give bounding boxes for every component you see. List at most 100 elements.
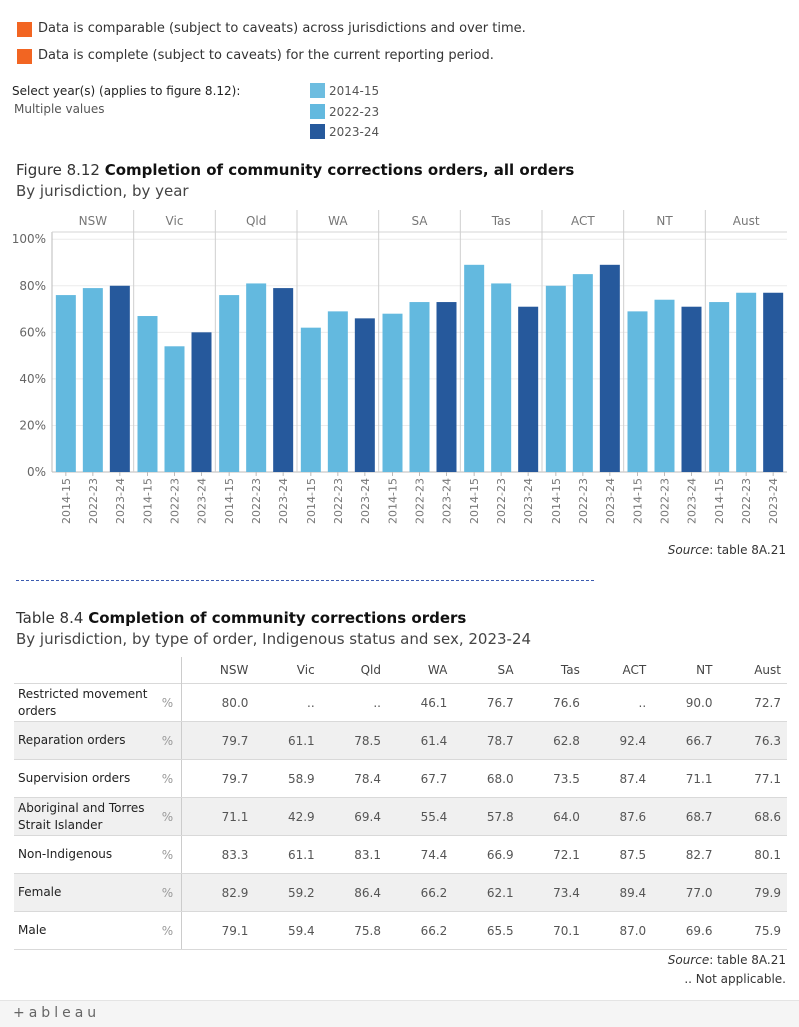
- bar-sa-2022-23: [409, 302, 430, 472]
- legend-label-2023-24[interactable]: 2023-24: [329, 125, 380, 139]
- table-cell-aust: 79.9: [718, 873, 787, 912]
- legend-swatch-2014-15[interactable]: [310, 83, 325, 98]
- tableau-footer: +ableau: [0, 1000, 799, 1027]
- column-header-sa: SA: [497, 663, 514, 677]
- section-divider: [16, 580, 594, 581]
- table-cell-aust: 72.7: [718, 683, 787, 722]
- table-cell-act: 87.4: [585, 759, 653, 798]
- table-cell-vic: 61.1: [254, 721, 321, 760]
- table-cell-qld: 75.8: [320, 911, 387, 950]
- table-cell-tas: 73.4: [519, 873, 586, 912]
- bar-vic-2022-23: [164, 346, 185, 472]
- bar-vic-2014-15: [137, 316, 158, 472]
- comparable-legend-text: Data is comparable (subject to caveats) …: [38, 21, 526, 36]
- table-cell-nsw: 79.7: [181, 759, 255, 798]
- table-cell-tas: 64.0: [519, 797, 586, 836]
- legend-swatch-2023-24[interactable]: [310, 124, 325, 139]
- table-cell-qld: 78.5: [320, 721, 387, 760]
- row-unit: %: [154, 911, 182, 950]
- figure-title: Figure 8.12 Completion of community corr…: [16, 161, 574, 179]
- x-tick-label: 2014-15: [713, 478, 726, 524]
- bar-tas-2014-15: [464, 264, 485, 472]
- complete-legend-text: Data is complete (subject to caveats) fo…: [38, 48, 494, 63]
- comparable-legend-swatch: [17, 22, 32, 37]
- table-cell-aust: 68.6: [718, 797, 787, 836]
- bar-qld-2014-15: [219, 295, 240, 472]
- table-cell-act: ..: [585, 683, 653, 722]
- group-label-act: ACT: [571, 214, 595, 228]
- x-tick-label: 2014-15: [550, 478, 563, 524]
- figure-subtitle: By jurisdiction, by year: [16, 182, 189, 200]
- row-label: Female: [14, 873, 154, 912]
- group-label-vic: Vic: [166, 214, 184, 228]
- legend-swatch-2022-23[interactable]: [310, 104, 325, 119]
- row-unit: %: [154, 835, 182, 874]
- legend-label-2014-15[interactable]: 2014-15: [329, 84, 380, 98]
- year-filter-value[interactable]: Multiple values: [14, 102, 105, 116]
- figure-prefix: Figure 8.12: [16, 161, 105, 179]
- legend-label-2022-23[interactable]: 2022-23: [329, 105, 380, 119]
- bar-nt-2022-23: [654, 299, 675, 472]
- panel-header-band: [52, 210, 787, 232]
- column-header-qld: Qld: [360, 663, 381, 677]
- x-tick-label: 2023-24: [196, 478, 209, 524]
- figure-source-ref: : table 8A.21: [709, 543, 786, 557]
- table-cell-act: 89.4: [585, 873, 653, 912]
- table-cell-vic: 59.4: [254, 911, 321, 950]
- row-label: Reparation orders: [14, 721, 154, 760]
- x-tick-label: 2022-23: [495, 478, 508, 524]
- x-tick-label: 2014-15: [632, 478, 645, 524]
- table-prefix: Table 8.4: [16, 609, 89, 627]
- group-label-nt: NT: [656, 214, 673, 228]
- column-header-aust: Aust: [754, 663, 781, 677]
- column-header-nt: NT: [696, 663, 713, 677]
- table-cell-nsw: 79.1: [181, 911, 255, 950]
- bar-vic-2023-24: [191, 332, 212, 472]
- row-unit: %: [154, 683, 182, 722]
- y-tick-label: 100%: [12, 232, 46, 246]
- column-header-wa: WA: [427, 663, 448, 677]
- table-cell-nt: 69.6: [652, 911, 719, 950]
- x-tick-label: 2022-23: [659, 478, 672, 524]
- table-cell-qld: 86.4: [320, 873, 387, 912]
- table-header-row: NSW Vic Qld WA SA Tas ACT NT Aust: [14, 657, 787, 684]
- x-tick-label: 2022-23: [414, 478, 427, 524]
- bar-nt-2014-15: [627, 311, 648, 472]
- table-row: Non-Indigenous% 83.3 61.1 83.1 74.4 66.9 72.1 8…: [14, 835, 787, 874]
- x-tick-label: 2014-15: [468, 478, 481, 524]
- column-header-nsw: NSW: [219, 663, 249, 677]
- x-tick-label: 2014-15: [387, 478, 400, 524]
- table-cell-aust: 76.3: [718, 721, 787, 760]
- table-cell-tas: 72.1: [519, 835, 586, 874]
- figure-title-text: Completion of community corrections orde…: [104, 161, 575, 179]
- tableau-logo[interactable]: +ableau: [13, 1005, 101, 1021]
- y-tick-label: 40%: [19, 372, 46, 386]
- bar-act-2014-15: [545, 285, 566, 472]
- bar-nsw-2014-15: [55, 295, 76, 472]
- table-cell-sa: 66.9: [453, 835, 520, 874]
- table-cell-nt: 77.0: [652, 873, 719, 912]
- x-tick-label: 2022-23: [740, 478, 753, 524]
- table-cell-qld: ..: [320, 683, 387, 722]
- table-cell-nt: 68.7: [652, 797, 719, 836]
- y-tick-label: 80%: [19, 279, 46, 293]
- table-cell-vic: ..: [254, 683, 321, 722]
- row-unit: %: [154, 759, 182, 798]
- table-cell-aust: 75.9: [718, 911, 787, 950]
- bar-aust-2014-15: [709, 302, 730, 472]
- bar-aust-2022-23: [736, 292, 757, 472]
- table-cell-qld: 69.4: [320, 797, 387, 836]
- table-cell-vic: 59.2: [254, 873, 321, 912]
- bar-aust-2023-24: [763, 292, 784, 472]
- table-cell-wa: 67.7: [386, 759, 454, 798]
- table-row: Male% 79.1 59.4 75.8 66.2 65.5 70.1 87.0 69.6 75.…: [14, 911, 787, 950]
- table-cell-wa: 46.1: [386, 683, 454, 722]
- table-cell-vic: 58.9: [254, 759, 321, 798]
- bar-wa-2014-15: [300, 327, 321, 472]
- table-cell-act: 92.4: [585, 721, 653, 760]
- table-cell-nsw: 82.9: [181, 873, 255, 912]
- x-tick-label: 2014-15: [60, 478, 73, 524]
- row-unit: %: [154, 721, 182, 760]
- row-unit: %: [154, 873, 182, 912]
- x-tick-label: 2022-23: [577, 478, 590, 524]
